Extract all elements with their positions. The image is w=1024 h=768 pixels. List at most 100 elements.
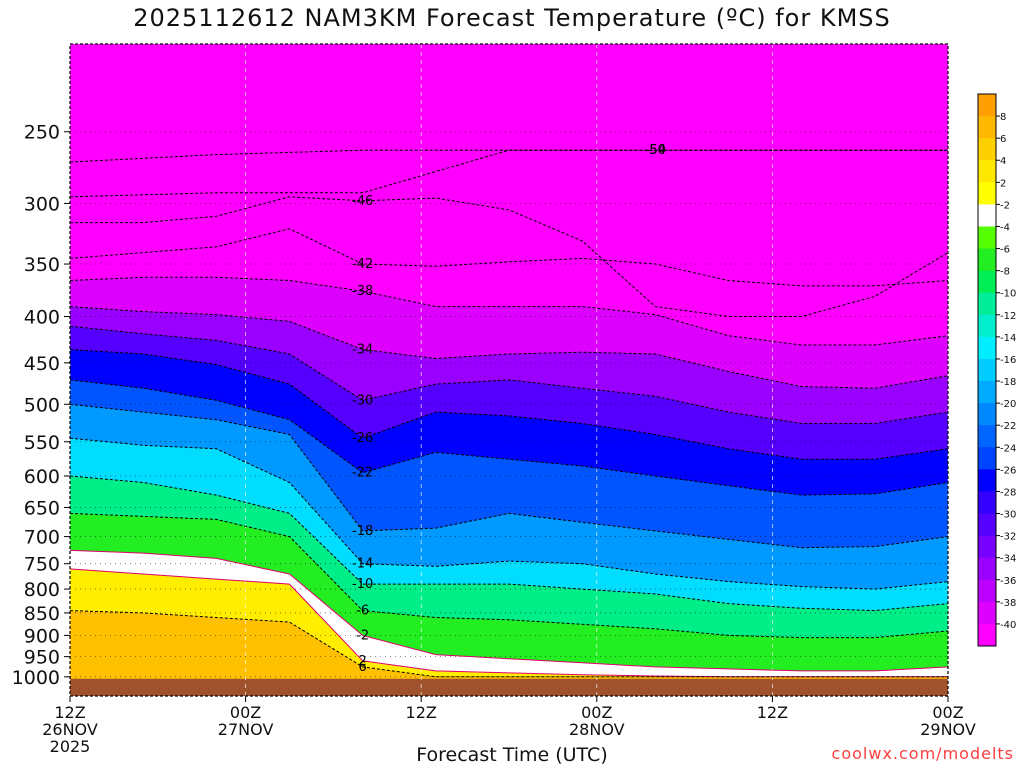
- colorbar-label: -32: [1000, 532, 1016, 543]
- colorbar-label: -16: [1000, 355, 1016, 366]
- colorbar: 8 6 4 2 -2 -4 -6 -8 -10 -12 -14 -16 -18 -20 -22 -24 -26 -…: [977, 93, 1016, 647]
- colorbar-label: -4: [1000, 222, 1010, 233]
- x-tick-label: 12Z: [406, 703, 437, 722]
- isotherm-label: -2: [356, 628, 369, 643]
- isotherm-label: -38: [352, 284, 373, 299]
- colorbar-swatch: [978, 292, 996, 316]
- chart-title: 2025112612 NAM3KM Forecast Temperature (…: [133, 4, 891, 32]
- colorbar-label: -2: [1000, 200, 1010, 211]
- colorbar-swatch: [978, 226, 996, 250]
- x-tick-label: 28NOV: [569, 720, 625, 739]
- colorbar-swatch: [978, 160, 996, 183]
- isotherm-label: -30: [352, 393, 373, 408]
- isotherm-line: [70, 512, 948, 639]
- colorbar-label: -30: [1000, 510, 1016, 521]
- colorbar-label: -14: [1000, 333, 1016, 344]
- y-tick-label: 500: [24, 394, 60, 416]
- isotherm-label: -14: [352, 557, 373, 572]
- isotherms: -54-50-46-42-38-34-30-26-22-18-14-10-6-2…: [70, 143, 948, 678]
- colorbar-swatch: [978, 270, 996, 294]
- y-tick-label: 800: [24, 579, 60, 601]
- colorbar-swatch: [978, 579, 996, 603]
- x-tick-label: 2025: [50, 737, 91, 756]
- x-tick-label: 00Z: [932, 703, 963, 722]
- colorbar-label: 4: [1000, 156, 1006, 167]
- colorbar-label: -28: [1000, 487, 1016, 498]
- colorbar-swatch: [978, 491, 996, 515]
- colorbar-swatch: [978, 116, 996, 139]
- isotherm-label: -34: [352, 343, 373, 358]
- isotherm-label: -18: [352, 524, 373, 539]
- colorbar-swatch: [978, 204, 996, 227]
- colorbar-swatch: [978, 447, 996, 470]
- x-tick-label: 29NOV: [920, 720, 976, 739]
- isotherm-label: -42: [352, 257, 373, 272]
- colorbar-swatch: [978, 381, 996, 404]
- colorbar-swatch: [978, 623, 996, 647]
- isotherm-line: [70, 549, 948, 672]
- isotherm-label: -6: [356, 604, 369, 619]
- colorbar-label: -20: [1000, 399, 1016, 410]
- y-tick-label: 350: [24, 254, 60, 276]
- y-tick-label: 250: [24, 122, 60, 144]
- isotherm-label: 6: [359, 660, 367, 675]
- colorbar-label: -26: [1000, 465, 1016, 476]
- temperature-fill: [70, 44, 948, 696]
- colorbar-label: 8: [1000, 112, 1006, 123]
- isotherm-label: 2: [359, 654, 367, 669]
- x-tick-label: 12Z: [54, 703, 85, 722]
- y-tick-label: 600: [24, 466, 60, 488]
- x-tick-label: 27NOV: [218, 720, 274, 739]
- isotherm-line: [70, 475, 948, 612]
- colorbar-swatch: [978, 469, 996, 492]
- colorbar-swatch: [978, 557, 996, 581]
- y-tick-label: 950: [24, 647, 60, 669]
- colorbar-label: -8: [1000, 267, 1010, 278]
- isotherm-line: [70, 403, 948, 549]
- y-tick-label: 550: [24, 432, 60, 454]
- colorbar-swatch: [978, 425, 996, 448]
- isotherm-line: [70, 379, 948, 496]
- colorbar-label: -38: [1000, 598, 1016, 609]
- y-tick-label: 650: [24, 497, 60, 519]
- colorbar-label: 2: [1000, 178, 1006, 189]
- isotherm-label: -46: [352, 194, 373, 209]
- isotherm-line: [70, 610, 948, 678]
- isotherm-line: [70, 325, 948, 424]
- y-tick-label: 850: [24, 603, 60, 625]
- colorbar-swatch: [978, 358, 996, 382]
- y-tick-label: 300: [24, 193, 60, 215]
- x-tick-label: 26NOV: [42, 720, 98, 739]
- isotherm-line: [70, 306, 948, 389]
- y-tick-label: 900: [24, 625, 60, 647]
- x-tick-label: 00Z: [581, 703, 612, 722]
- isotherm-line: [70, 228, 948, 287]
- isotherm-label: -22: [352, 466, 373, 481]
- y-tick-label: 700: [24, 527, 60, 549]
- x-tick-label: 00Z: [230, 703, 261, 722]
- colorbar-label: -12: [1000, 311, 1016, 322]
- isotherm-line: [70, 149, 948, 198]
- y-axis: 2503003504004505005506006507007508008509…: [12, 122, 70, 689]
- x-tick-label: 12Z: [757, 703, 788, 722]
- colorbar-label: -34: [1000, 554, 1016, 565]
- isotherm-label: -50: [645, 143, 666, 158]
- y-tick-label: 450: [24, 353, 60, 375]
- isotherm-line: [70, 196, 948, 317]
- ground-surface: [70, 678, 948, 696]
- y-tick-label: 1000: [12, 667, 60, 689]
- colorbar-label: -40: [1000, 620, 1016, 631]
- x-axis-label: Forecast Time (UTC): [416, 744, 608, 766]
- colorbar-label: -18: [1000, 377, 1016, 388]
- colorbar-label: 6: [1000, 134, 1006, 145]
- colorbar-swatch: [978, 535, 996, 559]
- colorbar-label: -6: [1000, 245, 1010, 256]
- colorbar-swatch: [978, 138, 996, 161]
- colorbar-label: -24: [1000, 443, 1016, 454]
- colorbar-frame: [977, 93, 997, 647]
- credit-link[interactable]: coolwx.com/modelts: [831, 744, 1014, 763]
- colorbar-swatch: [978, 94, 996, 117]
- colorbar-label: -10: [1000, 289, 1016, 300]
- temperature-band: [70, 610, 948, 696]
